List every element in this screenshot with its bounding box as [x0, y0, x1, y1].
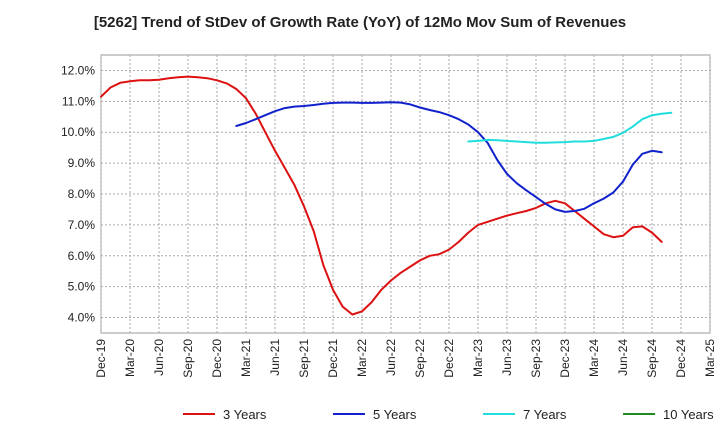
- y-tick-label: 7.0%: [68, 218, 96, 232]
- grid-layer: [100, 55, 711, 333]
- x-tick-label: Dec-22: [442, 339, 456, 378]
- x-tick-label: Sep-24: [645, 339, 659, 378]
- x-tick-label: Mar-20: [123, 339, 137, 377]
- legend-label: 3 Years: [223, 407, 267, 422]
- y-tick-label: 9.0%: [68, 156, 96, 170]
- series-layer: [100, 75, 673, 316]
- x-tick-label: Sep-22: [413, 339, 427, 378]
- legend-label: 7 Years: [523, 407, 567, 422]
- x-tick-label: Sep-23: [529, 339, 543, 378]
- legend-label: 5 Years: [373, 407, 417, 422]
- x-tick-label: Dec-23: [558, 339, 572, 378]
- x-tick-label: Dec-19: [94, 339, 108, 378]
- chart-title: [5262] Trend of StDev of Growth Rate (Yo…: [93, 14, 627, 31]
- series-line-3-years: [100, 75, 663, 316]
- x-tick-label: Dec-20: [210, 339, 224, 378]
- y-axis-ticks: 4.0% 5.0% 6.0% 7.0% 8.0% 9.0% 10.0% 11.0% 12.0%: [61, 63, 95, 324]
- x-tick-label: Mar-23: [471, 339, 485, 377]
- x-tick-label: Jun-24: [616, 339, 630, 376]
- x-tick-label: Jun-20: [152, 339, 166, 376]
- y-tick-label: 12.0%: [61, 63, 95, 77]
- x-tick-label: Mar-22: [355, 339, 369, 377]
- x-axis-ticks: Dec-19 Mar-20 Jun-20 Sep-20 Dec-20 Mar-21 Jun-…: [94, 339, 717, 378]
- x-tick-label: Jun-21: [268, 339, 282, 376]
- y-tick-label: 11.0%: [62, 94, 95, 108]
- x-tick-label: Jun-23: [500, 339, 514, 376]
- y-tick-label: 10.0%: [61, 125, 95, 139]
- x-tick-label: Sep-21: [297, 339, 311, 378]
- y-tick-label: 5.0%: [68, 280, 96, 294]
- series-line-7-years: [467, 111, 673, 144]
- x-tick-label: Mar-25: [703, 339, 717, 377]
- y-tick-label: 8.0%: [68, 187, 96, 201]
- x-tick-label: Mar-21: [239, 339, 253, 377]
- legend: 3 Years 5 Years 7 Years 10 Years: [183, 407, 714, 422]
- x-tick-label: Dec-21: [326, 339, 340, 378]
- x-tick-label: Jun-22: [384, 339, 398, 376]
- y-tick-label: 4.0%: [68, 311, 96, 325]
- y-tick-label: 6.0%: [68, 249, 96, 263]
- x-tick-label: Dec-24: [674, 339, 688, 378]
- legend-label: 10 Years: [663, 407, 714, 422]
- series-line-5-years: [235, 101, 663, 213]
- x-tick-label: Sep-20: [181, 339, 195, 378]
- x-tick-label: Mar-24: [587, 339, 601, 377]
